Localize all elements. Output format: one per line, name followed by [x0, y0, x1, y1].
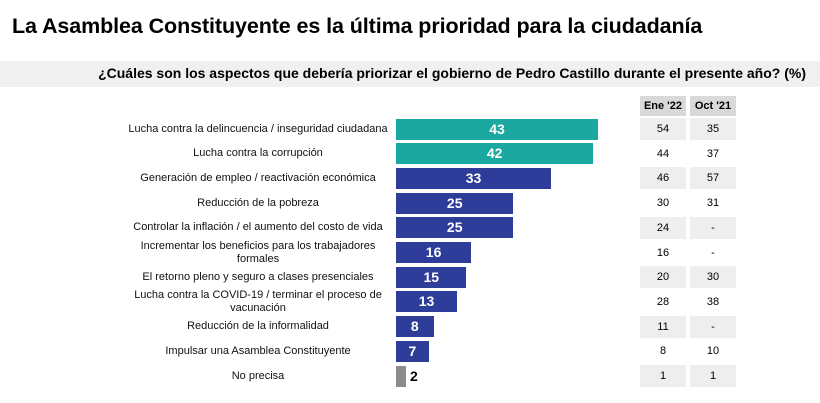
- category-label: Controlar la inflación / el aumento del …: [133, 221, 383, 234]
- bar: [396, 242, 472, 263]
- bar: [396, 316, 434, 338]
- bar-value-label: 16: [425, 244, 442, 260]
- category-label: Reducción de la informalidad: [187, 320, 329, 333]
- bar: [396, 266, 467, 288]
- bar: [396, 217, 514, 239]
- category-label: Impulsar una Asamblea Constituyente: [165, 344, 351, 357]
- category-label: Lucha contra la COVID-19 / terminar el p…: [134, 288, 382, 314]
- table-cell: 10: [706, 345, 720, 358]
- bar: [396, 192, 514, 214]
- table-cell: -: [690, 315, 736, 338]
- category-label: No precisa: [231, 369, 285, 382]
- bar-value-label: 25: [446, 219, 463, 236]
- table-cell: 31: [706, 197, 720, 210]
- bar-value-label: 33: [465, 169, 482, 186]
- bar: [396, 118, 598, 140]
- table-cell: 30: [656, 197, 670, 210]
- bar-value-label: 13: [418, 293, 435, 310]
- table-cell: 37: [706, 147, 720, 160]
- table-cell: -: [711, 246, 715, 259]
- table-cell: 57: [690, 167, 736, 190]
- bar: [396, 291, 458, 313]
- table-cell: 54: [640, 118, 686, 140]
- table-cell: 24: [640, 216, 686, 239]
- table-cell: 11: [640, 315, 686, 338]
- subtitle-band: ¿Cuáles son los aspectos que debería pri…: [0, 61, 820, 87]
- bar: [396, 167, 552, 189]
- bar-value-label: 8: [410, 318, 419, 335]
- category-label: Reducción de la pobreza: [197, 196, 319, 209]
- category-label: Incrementar los beneficios para los trab…: [140, 239, 376, 265]
- category-label: Lucha contra la delincuencia / insegurid…: [128, 122, 388, 135]
- table-cell: 38: [706, 295, 720, 308]
- category-label: El retorno pleno y seguro a clases prese…: [142, 270, 374, 283]
- bar-value-label: 43: [489, 120, 505, 137]
- table-header-2: Oct '21: [690, 96, 736, 116]
- bar-value-label: 2: [410, 367, 418, 384]
- table-cell: 16: [656, 246, 670, 259]
- category-label: Lucha contra la corrupción: [193, 147, 323, 160]
- bar-value-label: 42: [486, 145, 503, 162]
- table-cell: 35: [690, 118, 736, 140]
- table-cell: 20: [640, 266, 686, 289]
- chart-subtitle: ¿Cuáles son los aspectos que debería pri…: [98, 65, 806, 81]
- table-cell: 28: [656, 295, 670, 308]
- bar-value-label: 7: [408, 342, 417, 359]
- table-cell: 44: [656, 147, 670, 160]
- table-cell: 30: [690, 266, 736, 289]
- table-cell: 1: [640, 365, 686, 387]
- bar-value-label: 15: [423, 268, 440, 285]
- bar-value-label: 25: [446, 194, 463, 211]
- table-cell: 1: [690, 365, 736, 387]
- bar: [396, 340, 429, 362]
- table-cell: 46: [640, 167, 686, 190]
- bar: [396, 365, 406, 387]
- table-cell: 8: [659, 345, 667, 358]
- chart-title: La Asamblea Constituyente es la última p…: [12, 14, 703, 38]
- table-header-1: Ene '22: [640, 96, 686, 116]
- table-cell: -: [690, 216, 736, 239]
- category-label: Generación de empleo / reactivación econ…: [140, 171, 376, 184]
- bar: [396, 143, 594, 165]
